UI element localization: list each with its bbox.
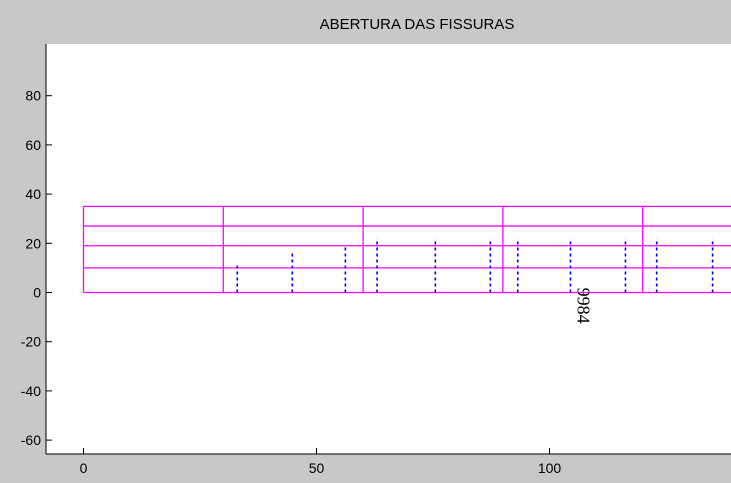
structure-group — [82, 205, 731, 294]
x-tick-label: 0 — [80, 460, 88, 476]
x-tick-label: 50 — [309, 460, 325, 476]
x-tick-label: 100 — [538, 460, 562, 476]
cracks-group — [236, 238, 714, 293]
y-tick-label: 60 — [25, 137, 41, 153]
y-tick-label: 40 — [25, 186, 41, 202]
annotation-group: 9984 — [573, 288, 593, 324]
plot-area — [46, 44, 731, 454]
y-tick-label: 20 — [25, 235, 41, 251]
y-tick-label: -20 — [21, 334, 41, 350]
y-tick-label: -60 — [21, 432, 41, 448]
y-tick-label: 80 — [25, 88, 41, 104]
y-tick-label: 0 — [33, 285, 41, 301]
axes-group: -60 -40 -20 0 20 40 60 80 0 50 100 — [21, 44, 731, 476]
chart-title: ABERTURA DAS FISSURAS — [320, 16, 515, 33]
annotation-label: 9984 — [573, 288, 593, 324]
y-tick-label: -40 — [21, 383, 41, 399]
